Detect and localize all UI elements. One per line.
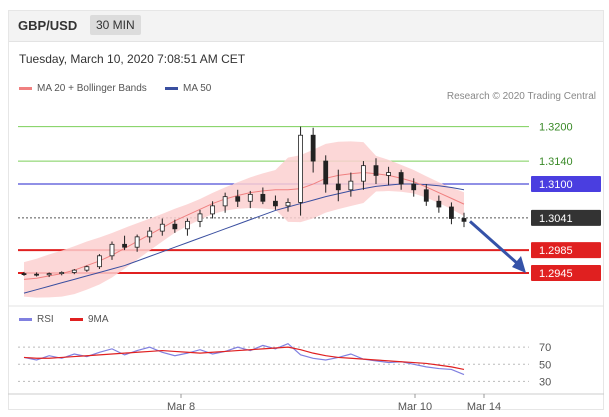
rsi-ma-line (23, 346, 465, 371)
timestamp: Tuesday, March 10, 2020 7:08:51 AM CET (19, 52, 246, 66)
candle (235, 196, 241, 202)
ma-bb-swatch (19, 87, 32, 90)
candle (97, 255, 102, 268)
candle (210, 205, 215, 215)
candle (411, 183, 417, 191)
candle (159, 223, 165, 232)
candle (172, 223, 178, 230)
candle (398, 172, 404, 185)
candle (21, 273, 27, 276)
legend-rsi: RSI (19, 314, 54, 325)
legend-rsi-label: RSI (37, 314, 54, 325)
level-label-bg-1.3200 (531, 118, 601, 135)
candle (134, 236, 140, 248)
chart-frame: GBP/USD 30 MIN (8, 10, 604, 410)
level-label-bg-1.3140 (531, 153, 601, 170)
legend-ma50-label: MA 50 (183, 83, 212, 94)
level-label-1.3140: 1.3140 (539, 156, 573, 168)
ma50-line (23, 183, 465, 294)
candle (147, 230, 153, 238)
x-tick-label: Mar 14 (467, 401, 501, 413)
forecast-arrowhead (512, 256, 526, 274)
candle (59, 272, 65, 275)
level-label-bg-1.3100 (531, 176, 601, 193)
ma50-swatch (165, 87, 178, 90)
legend-ma-bb: MA 20 + Bollinger Bands (19, 83, 147, 94)
candle (46, 273, 52, 276)
bollinger-band (24, 141, 464, 298)
copyright: Research © 2020 Trading Central (446, 91, 596, 102)
candle (386, 172, 391, 176)
rsi-line (23, 343, 465, 376)
candle (298, 134, 303, 203)
price-layer: 1.3200 1.3140 1.3100 1.3041 1.2985 1.2945 (18, 118, 601, 298)
forecast-arrow (469, 220, 519, 266)
candle (273, 200, 278, 207)
candle (310, 134, 316, 162)
candle (449, 206, 454, 219)
pair-title: GBP/USD (18, 18, 78, 33)
timeframe-badge[interactable]: 30 MIN (90, 15, 141, 35)
header-bar: GBP/USD 30 MIN (9, 11, 603, 42)
candle (247, 193, 253, 202)
x-axis: Mar 8 Mar 10 Mar 14 (8, 393, 604, 413)
candle (461, 218, 467, 222)
legend-9ma: 9MA (70, 314, 109, 325)
candle (436, 200, 442, 208)
level-label-1.3041: 1.3041 (539, 213, 573, 225)
x-tick-label: Mar 8 (167, 401, 195, 413)
candle (109, 243, 115, 257)
level-label-bg-1.2985 (531, 242, 601, 259)
level-label-1.3100: 1.3100 (539, 179, 573, 191)
candle (348, 180, 354, 191)
candle (84, 266, 90, 271)
level-label-bg-1.2945 (531, 265, 601, 282)
level-label-1.2985: 1.2985 (539, 245, 573, 257)
rsi-swatch (19, 318, 32, 321)
x-tick-label: Mar 10 (398, 401, 432, 413)
candle (185, 220, 190, 230)
candle (197, 213, 203, 222)
candle (335, 183, 341, 191)
candle (285, 202, 291, 207)
rsi-tick-70: 70 (539, 342, 551, 354)
legend-9ma-label: 9MA (88, 314, 109, 325)
candle (222, 196, 228, 207)
candle (423, 189, 429, 202)
candle (373, 165, 379, 176)
level-label-1.2945: 1.2945 (539, 268, 573, 280)
candle (71, 269, 77, 273)
candle (361, 165, 366, 182)
candle (260, 193, 266, 202)
9ma-swatch (70, 318, 83, 321)
candle (122, 243, 127, 248)
rsi-layer: 70 50 30 (8, 305, 604, 388)
legend-ma50: MA 50 (165, 83, 211, 94)
rsi-tick-50: 50 (539, 359, 551, 371)
rsi-tick-30: 30 (539, 376, 551, 388)
candle (34, 273, 39, 276)
candle (323, 160, 329, 185)
legend-ma-bb-label: MA 20 + Bollinger Bands (37, 83, 147, 94)
level-label-1.3200: 1.3200 (539, 122, 573, 134)
level-label-bg-1.3041 (531, 209, 601, 226)
